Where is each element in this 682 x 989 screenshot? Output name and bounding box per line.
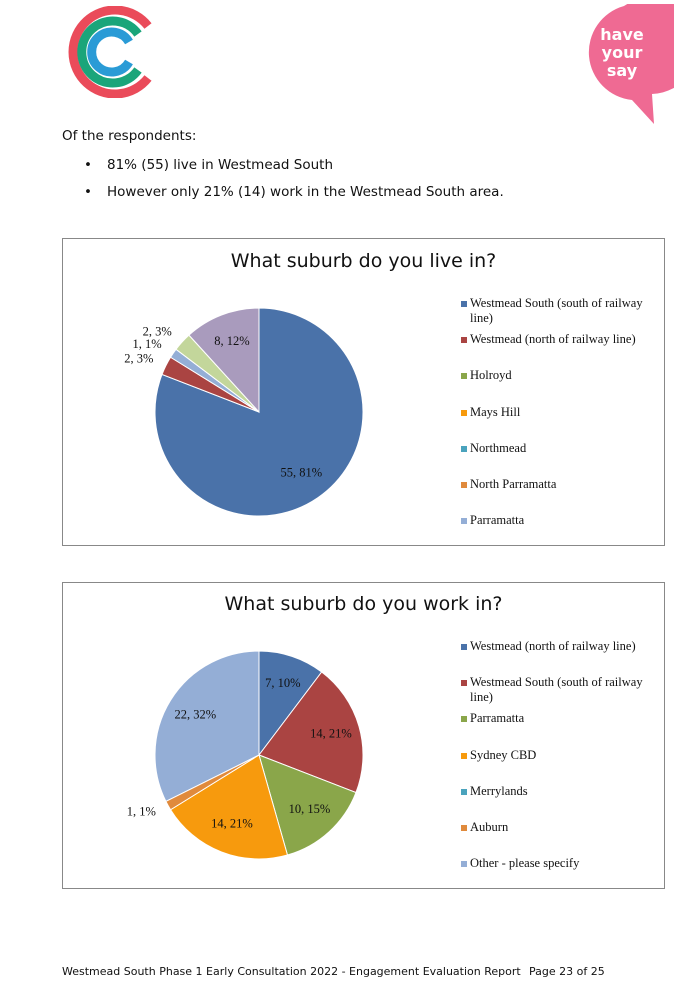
data-label: 22, 32%: [174, 707, 216, 721]
legend-item: Other - please specify: [461, 856, 660, 871]
legend-text: Westmead (north of railway line): [470, 332, 636, 347]
legend-text: Merrylands: [470, 783, 528, 798]
bullet-dot: •: [84, 157, 92, 173]
intro: Of the respondents:: [62, 128, 197, 144]
legend-item: Parramatta: [461, 711, 660, 726]
legend-item: Westmead (north of railway line): [461, 639, 660, 654]
data-label: 8, 12%: [214, 334, 249, 348]
badge-text: your: [602, 43, 643, 62]
legend-item: Northmead: [461, 440, 660, 456]
legend-swatch: [461, 409, 467, 416]
legend-text: Parramatta: [470, 711, 525, 726]
legend-text: Sydney CBD: [470, 747, 537, 762]
legend-item: Merrylands: [461, 783, 660, 799]
legend-swatch: [461, 680, 467, 687]
chart-title: What suburb do you work in?: [224, 593, 503, 615]
chart: What suburb do you work in? 7, 10% 14, 21%…: [62, 582, 665, 889]
pie: 7, 10% 14, 21% 10, 15% 14, 21% 1, 1% 22, 32%: [127, 650, 364, 860]
chart: What suburb do you live in? 55, 81% 2, 3% 1…: [62, 238, 665, 546]
bullet: 81% (55) live in Westmead South: [107, 157, 333, 173]
legend-item: Westmead South (south of railway line): [461, 296, 660, 326]
pie-slice: [154, 650, 260, 803]
pie-slice: [258, 671, 364, 794]
pie: 55, 81% 2, 3%1, 1%2, 3% 8, 12%: [124, 307, 364, 517]
legend-swatch: [461, 644, 467, 650]
badge-text: have: [600, 25, 644, 44]
legend-text: Northmead: [470, 440, 527, 455]
legend-swatch: [461, 482, 467, 488]
data-label: 7, 10%: [265, 676, 300, 690]
data-label: 14, 21%: [310, 726, 352, 740]
legend-text: Holroyd: [470, 368, 512, 383]
legend-swatch: [461, 825, 467, 831]
bullet-dot: •: [84, 184, 92, 200]
footer-right: Page 23 of 25: [529, 965, 605, 978]
legend-text: Auburn: [470, 820, 509, 834]
logo-right: have your say: [588, 4, 674, 124]
legend-swatch: [461, 788, 467, 795]
data-label: 2, 3%: [124, 351, 153, 365]
legend-swatch: [461, 716, 467, 723]
pie-slice: [169, 754, 289, 860]
legend-swatch: [461, 301, 467, 307]
chart-title: What suburb do you live in?: [230, 250, 497, 272]
legend-text: Westmead South (south of railway line): [470, 675, 643, 705]
legend-swatch: [461, 861, 467, 868]
legend-text: Westmead South (south of railway line): [470, 296, 643, 325]
data-label: 2, 3%: [143, 324, 172, 338]
legend-swatch: [461, 373, 467, 380]
legend-swatch: [461, 445, 467, 452]
pie-slice: [258, 754, 357, 856]
footer-left: Westmead South Phase 1 Early Consultatio…: [62, 965, 521, 978]
legend-swatch: [461, 518, 467, 525]
legend-item: Holroyd: [461, 368, 660, 383]
data-label: 1, 1%: [132, 337, 161, 351]
legend-item: Westmead (north of railway line): [461, 332, 660, 347]
legend-swatch: [461, 752, 467, 759]
legend-text: Mays Hill: [470, 404, 521, 419]
data-label: 14, 21%: [211, 817, 253, 831]
legend-text: Parramatta: [470, 513, 525, 528]
data-label: 55, 81%: [280, 466, 322, 480]
pie-slice: [188, 307, 260, 414]
legend-item: Auburn: [461, 820, 660, 835]
legend-item: Parramatta: [461, 513, 660, 528]
legend-text: Westmead (north of railway line): [470, 639, 636, 653]
bullet: However only 21% (14) work in the Westme…: [107, 184, 504, 200]
legend-item: Westmead South (south of railway line): [461, 675, 660, 705]
legend-text: Other - please specify: [470, 856, 580, 871]
logo-left: [68, 6, 152, 98]
legend-text: North Parramatta: [470, 477, 557, 491]
legend-item: Mays Hill: [461, 404, 660, 420]
badge-text: say: [607, 61, 638, 80]
legend-swatch: [461, 337, 467, 344]
data-label: 1, 1%: [127, 804, 156, 818]
legend-item: Sydney CBD: [461, 747, 660, 763]
legend-item: North Parramatta: [461, 477, 660, 492]
data-label: 10, 15%: [289, 802, 331, 816]
